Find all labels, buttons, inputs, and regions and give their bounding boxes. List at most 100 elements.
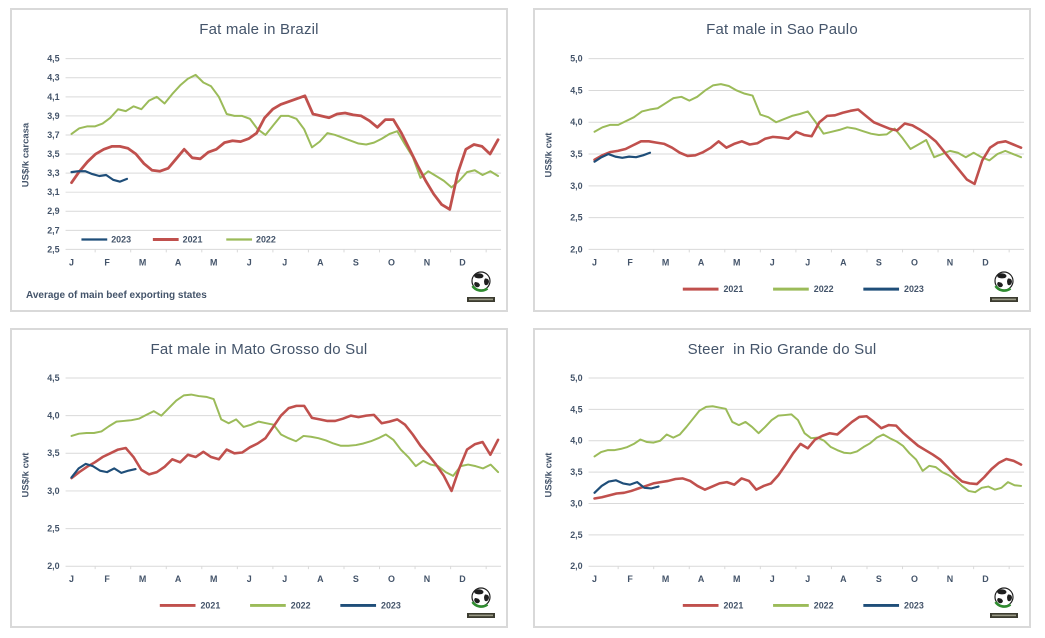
svg-text:4,5: 4,5	[570, 404, 582, 414]
svg-text:2023: 2023	[381, 600, 401, 610]
line-chart-canvas: 5,0 4,5 4,0 3,5 3,0 2,5 2,0 J F M A M J J A S O N D 2021 202…	[570, 373, 1025, 610]
svg-text:4,3: 4,3	[47, 73, 59, 83]
svg-text:3,5: 3,5	[47, 149, 59, 159]
svg-text:3,5: 3,5	[570, 467, 582, 477]
line-chart-canvas: 5,0 4,5 4,0 3,5 3,0 2,5 2,0 J F M A M J J A S O N D 2021 202…	[570, 54, 1025, 294]
svg-text:S: S	[876, 257, 882, 267]
svg-text:J: J	[805, 574, 810, 584]
svg-text:4,0: 4,0	[570, 436, 582, 446]
chart-panel-fat-male-mato-grosso-do-sul: Fat male in Mato Grosso do Sul US$/k cwt…	[10, 328, 508, 628]
svg-text:2,5: 2,5	[570, 213, 582, 223]
svg-text:4,5: 4,5	[570, 85, 582, 95]
globe-logo	[467, 271, 495, 302]
globe-logo	[990, 587, 1018, 618]
chart-footnote: Average of main beef exporting states	[26, 290, 207, 301]
chart-title: Fat male in Brazil	[199, 21, 319, 38]
svg-text:O: O	[388, 574, 395, 584]
svg-text:2021: 2021	[723, 600, 743, 610]
svg-text:F: F	[104, 574, 110, 584]
svg-text:3,5: 3,5	[570, 149, 582, 159]
svg-text:J: J	[282, 574, 287, 584]
svg-text:F: F	[627, 257, 633, 267]
svg-text:2,0: 2,0	[570, 561, 582, 571]
svg-text:M: M	[139, 574, 146, 584]
svg-text:5,0: 5,0	[570, 54, 582, 64]
globe-logo	[467, 587, 495, 618]
svg-text:S: S	[353, 574, 359, 584]
svg-text:2023: 2023	[904, 600, 924, 610]
svg-text:2022: 2022	[814, 284, 834, 294]
svg-text:2021: 2021	[183, 234, 203, 244]
svg-text:N: N	[947, 257, 953, 267]
svg-text:F: F	[627, 574, 633, 584]
svg-text:A: A	[840, 257, 847, 267]
svg-text:5,0: 5,0	[570, 373, 582, 383]
svg-text:2,0: 2,0	[570, 244, 582, 254]
svg-text:D: D	[459, 257, 466, 267]
svg-text:J: J	[282, 257, 287, 267]
svg-text:D: D	[982, 574, 989, 584]
chart-panel-fat-male-sao-paulo: Fat male in Sao Paulo US$/k cwt 5,0 4,5 4,…	[533, 8, 1031, 312]
chart-title: Fat male in Sao Paulo	[706, 21, 858, 38]
svg-text:2022: 2022	[291, 600, 311, 610]
svg-text:J: J	[770, 574, 775, 584]
svg-text:S: S	[353, 257, 359, 267]
svg-text:4,0: 4,0	[47, 411, 59, 421]
svg-text:J: J	[69, 574, 74, 584]
svg-text:2022: 2022	[256, 234, 276, 244]
svg-text:A: A	[698, 574, 705, 584]
svg-text:J: J	[592, 257, 597, 267]
svg-text:4,5: 4,5	[47, 373, 59, 383]
svg-text:M: M	[733, 257, 740, 267]
svg-text:D: D	[982, 257, 989, 267]
svg-text:2,9: 2,9	[47, 206, 59, 216]
svg-text:O: O	[911, 574, 918, 584]
svg-text:A: A	[317, 574, 324, 584]
svg-text:A: A	[840, 574, 847, 584]
svg-text:3,5: 3,5	[47, 448, 59, 458]
svg-text:2,0: 2,0	[47, 561, 59, 571]
globe-logo	[990, 271, 1018, 302]
svg-text:J: J	[770, 257, 775, 267]
svg-text:F: F	[104, 257, 110, 267]
svg-text:J: J	[592, 574, 597, 584]
svg-text:4,5: 4,5	[47, 54, 59, 64]
svg-text:O: O	[388, 257, 395, 267]
svg-text:3,9: 3,9	[47, 111, 59, 121]
svg-text:2023: 2023	[111, 234, 131, 244]
svg-text:3,0: 3,0	[570, 181, 582, 191]
svg-text:A: A	[317, 257, 324, 267]
svg-text:O: O	[911, 257, 918, 267]
svg-text:4,1: 4,1	[47, 92, 59, 102]
chart-panel-fat-male-brazil: Fat male in Brazil US$/k carcasa 4,5 4,3 4…	[10, 8, 508, 312]
svg-text:N: N	[947, 574, 953, 584]
svg-text:3,7: 3,7	[47, 130, 59, 140]
svg-text:J: J	[247, 257, 252, 267]
svg-text:3,1: 3,1	[47, 187, 59, 197]
svg-text:J: J	[69, 257, 74, 267]
svg-text:2,5: 2,5	[47, 524, 59, 534]
chart-panel-steer-rio-grande-do-sul: Steer in Rio Grande do Sul US$/k cwt 5,0…	[533, 328, 1031, 628]
line-chart-canvas: 4,5 4,0 3,5 3,0 2,5 2,0 J F M A M J J A S O N D 2021 2022 20…	[47, 373, 502, 610]
svg-text:M: M	[662, 257, 669, 267]
svg-text:S: S	[876, 574, 882, 584]
svg-text:J: J	[247, 574, 252, 584]
svg-text:M: M	[662, 574, 669, 584]
svg-text:2021: 2021	[723, 284, 743, 294]
svg-text:M: M	[210, 257, 217, 267]
svg-text:2023: 2023	[904, 284, 924, 294]
svg-text:A: A	[175, 574, 182, 584]
svg-text:3,3: 3,3	[47, 168, 59, 178]
svg-text:2021: 2021	[200, 600, 220, 610]
chart-title: Steer in Rio Grande do Sul	[687, 341, 877, 358]
svg-text:3,0: 3,0	[47, 486, 59, 496]
svg-text:D: D	[459, 574, 466, 584]
svg-text:3,0: 3,0	[570, 498, 582, 508]
svg-text:M: M	[210, 574, 217, 584]
line-chart-canvas: 4,5 4,3 4,1 3,9 3,7 3,5 3,3 3,1 2,9 2,7 2,5 J F M A M J J…	[47, 54, 502, 267]
svg-text:M: M	[733, 574, 740, 584]
svg-text:N: N	[424, 574, 430, 584]
svg-text:N: N	[424, 257, 430, 267]
svg-text:A: A	[698, 257, 705, 267]
